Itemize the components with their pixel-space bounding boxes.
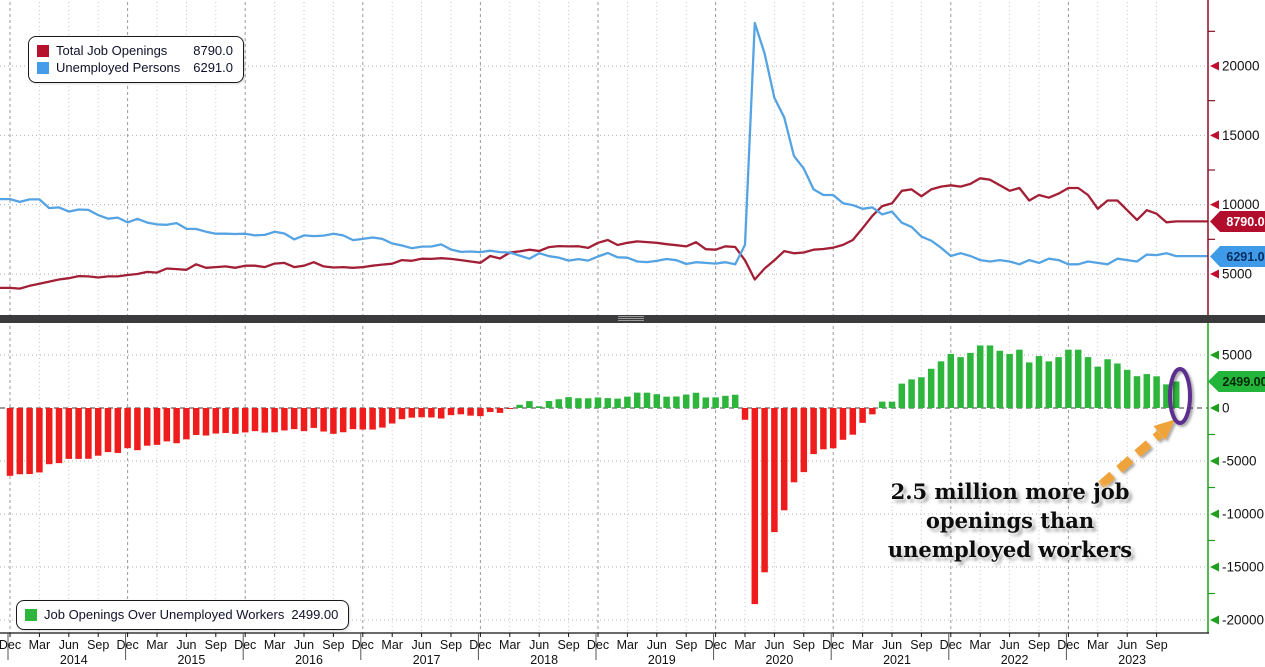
svg-text:2022: 2022 <box>1001 653 1029 667</box>
svg-text:Mar: Mar <box>264 638 286 652</box>
svg-text:2015: 2015 <box>177 653 205 667</box>
spread-axis-badge: 2499.00 <box>1208 371 1265 392</box>
svg-text:Dec: Dec <box>352 638 374 652</box>
svg-text:2020: 2020 <box>765 653 793 667</box>
svg-text:Mar: Mar <box>734 638 756 652</box>
svg-text:Jun: Jun <box>59 638 79 652</box>
svg-text:Jun: Jun <box>529 638 549 652</box>
svg-text:Sep: Sep <box>87 638 109 652</box>
svg-text:-5000: -5000 <box>1222 454 1257 469</box>
unemployed-legend-value: 6291.0 <box>193 60 233 75</box>
spread-swatch-icon <box>25 608 37 621</box>
svg-text:Mar: Mar <box>852 638 874 652</box>
svg-text:5000: 5000 <box>1222 348 1252 363</box>
top-legend: Total Job Openings 8790.0 Unemployed Per… <box>28 36 244 83</box>
annotation-line-3: unemployed workers <box>887 537 1133 562</box>
legend-row-unemployed: Unemployed Persons 6291.0 <box>37 59 233 76</box>
svg-text:Dec: Dec <box>940 638 962 652</box>
bottom-horizontal-gridlines <box>0 354 1208 621</box>
svg-text:Jun: Jun <box>412 638 432 652</box>
svg-text:Mar: Mar <box>29 638 51 652</box>
legend-row-spread: Job Openings Over Unemployed Workers 249… <box>25 606 338 623</box>
right-axis-bottom: 5000 0 -5000 -10000 -15000 -20000 <box>1207 323 1264 633</box>
svg-text:Dec: Dec <box>822 638 844 652</box>
svg-text:-10000: -10000 <box>1222 507 1264 522</box>
highlight-ellipse <box>1168 367 1192 425</box>
svg-text:Sep: Sep <box>675 638 697 652</box>
svg-text:0: 0 <box>1222 401 1230 416</box>
annotation-arrow <box>1098 419 1175 489</box>
svg-text:Jun: Jun <box>882 638 902 652</box>
openings-line <box>0 177 1208 290</box>
svg-text:Jun: Jun <box>176 638 196 652</box>
annotation-line-2: openings than <box>925 508 1095 533</box>
svg-text:Dec: Dec <box>469 638 491 652</box>
svg-text:Jun: Jun <box>647 638 667 652</box>
svg-text:Dec: Dec <box>116 638 138 652</box>
svg-text:2016: 2016 <box>295 653 323 667</box>
unemployed-line <box>0 21 1208 266</box>
svg-text:20000: 20000 <box>1222 59 1260 74</box>
svg-text:Sep: Sep <box>1028 638 1050 652</box>
openings-swatch-icon <box>37 44 49 57</box>
svg-text:Mar: Mar <box>1087 638 1109 652</box>
svg-text:Mar: Mar <box>969 638 991 652</box>
spread-legend-value: 2499.00 <box>291 607 339 622</box>
svg-text:Dec: Dec <box>1057 638 1079 652</box>
annotation-line-1: 2.5 million more job <box>890 479 1130 504</box>
openings-legend-value: 8790.0 <box>193 43 233 58</box>
svg-text:Mar: Mar <box>146 638 168 652</box>
svg-text:Sep: Sep <box>440 638 462 652</box>
svg-text:2019: 2019 <box>648 653 676 667</box>
svg-text:Jun: Jun <box>1117 638 1137 652</box>
legend-row-openings: Total Job Openings 8790.0 <box>37 42 233 59</box>
svg-text:-20000: -20000 <box>1222 613 1264 628</box>
svg-text:Sep: Sep <box>1145 638 1167 652</box>
svg-text:2017: 2017 <box>413 653 441 667</box>
svg-text:2021: 2021 <box>883 653 911 667</box>
svg-text:Sep: Sep <box>205 638 227 652</box>
x-axis: Dec Mar Jun Sep Dec Mar Jun Sep Dec Mar Jun Sep Dec M… <box>0 632 1209 667</box>
panel-splitter-handle[interactable] <box>618 316 644 321</box>
spread-legend-label: Job Openings Over Unemployed Workers <box>44 607 285 622</box>
svg-text:Dec: Dec <box>234 638 256 652</box>
annotation-text: 2.5 million more job openings than unemp… <box>875 477 1145 564</box>
svg-text:5000: 5000 <box>1222 267 1252 282</box>
svg-text:Jun: Jun <box>294 638 314 652</box>
svg-text:Jun: Jun <box>764 638 784 652</box>
spread-bars <box>6 345 1180 605</box>
svg-text:Sep: Sep <box>557 638 579 652</box>
svg-text:2018: 2018 <box>530 653 558 667</box>
svg-text:2023: 2023 <box>1118 653 1146 667</box>
unemployed-swatch-icon <box>37 61 49 74</box>
svg-text:Mar: Mar <box>499 638 521 652</box>
svg-text:Sep: Sep <box>793 638 815 652</box>
svg-text:Dec: Dec <box>587 638 609 652</box>
svg-text:Sep: Sep <box>910 638 932 652</box>
svg-text:Sep: Sep <box>322 638 344 652</box>
svg-text:Mar: Mar <box>381 638 403 652</box>
svg-text:-15000: -15000 <box>1222 560 1264 575</box>
right-axis-top: 5000 10000 15000 20000 <box>1207 0 1260 315</box>
top-horizontal-gridlines <box>0 65 1208 275</box>
svg-text:Jun: Jun <box>1000 638 1020 652</box>
panel-separator <box>0 315 1265 323</box>
svg-text:Dec: Dec <box>0 638 21 652</box>
unemployed-axis-badge: 6291.0 <box>1210 246 1265 267</box>
bottom-legend: Job Openings Over Unemployed Workers 249… <box>16 600 350 630</box>
svg-text:2014: 2014 <box>60 653 88 667</box>
openings-axis-badge: 8790.0 <box>1210 211 1265 232</box>
unemployed-legend-label: Unemployed Persons <box>56 60 181 75</box>
svg-text:10000: 10000 <box>1222 197 1260 212</box>
svg-text:Mar: Mar <box>617 638 639 652</box>
svg-text:Dec: Dec <box>704 638 726 652</box>
openings-legend-label: Total Job Openings <box>56 43 168 58</box>
svg-text:15000: 15000 <box>1222 128 1260 143</box>
